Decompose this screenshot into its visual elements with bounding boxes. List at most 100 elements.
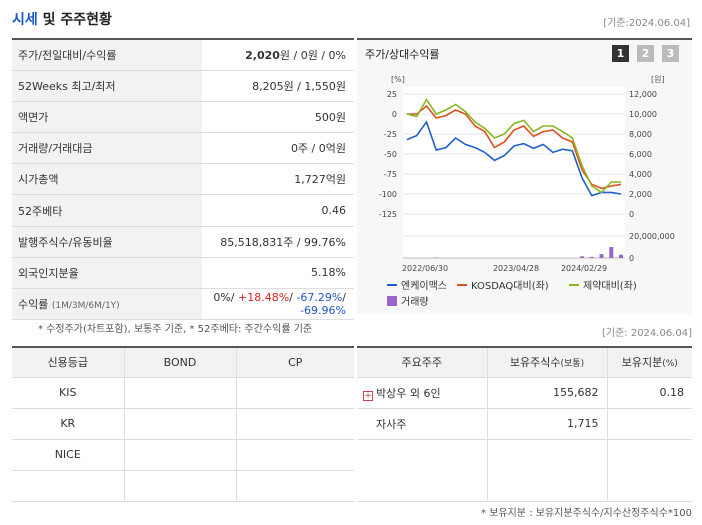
holder-name: 자사주 (357, 408, 488, 440)
plot-area (403, 86, 625, 258)
title-primary: 시세 (12, 12, 38, 28)
table-header-row: 주요주주 보유주식수(보통) 보유지분(%) (357, 347, 692, 378)
table-row (357, 439, 692, 502)
right-tick-label: 8,000 (629, 130, 652, 139)
cp-rating (236, 470, 354, 502)
legend-label: KOSDAQ대비(좌) (471, 280, 549, 292)
right-tick-label: 12,000 (629, 90, 657, 99)
right-tick-label: 6,000 (629, 150, 652, 159)
shares-header: 보유주식수 (509, 356, 561, 370)
volume-tick-label: 20,000,000 (629, 232, 675, 241)
right-axis-unit: [원] (651, 75, 665, 84)
cp-rating (236, 439, 354, 471)
return-6m: -67.29% (296, 291, 343, 305)
wk52-label: 52Weeks 최고/최저 (12, 70, 202, 102)
holder-name-cell: + 박상우 외 6인 (357, 377, 488, 409)
pct-unit: (%) (662, 359, 678, 370)
legend-label: 엔케이맥스 (401, 280, 447, 292)
cp-rating (236, 377, 354, 409)
market-info-table: 주가/전일대비/수익률 2,020원 / 0원 / 0% 52Weeks 최고/… (12, 38, 354, 321)
table-row: 액면가 500원 (12, 101, 354, 134)
chart-page-1-button[interactable]: 1 (612, 45, 629, 62)
price-value: 2,020원 / 0원 / 0% (202, 39, 354, 71)
beta-label: 52주베타 (12, 194, 202, 227)
current-price: 2,020 (245, 48, 280, 62)
holders-footnote: * 보유지분 : 보유지분주식수/지수산정주식수*100 (481, 508, 692, 519)
volume-label: 거래량/거래대금 (12, 132, 202, 165)
return-label: 수익률 (1M/3M/6M/1Y) (12, 288, 202, 321)
credit-rating-table: 신용등급 BOND CP KIS KR NICE (12, 346, 354, 502)
column-header: BOND (124, 347, 237, 378)
holder-name (357, 439, 488, 502)
table-row: 발행주식수/유동비율 85,518,831주 / 99.76% (12, 226, 354, 258)
right-tick-label: 0 (629, 210, 634, 219)
holder-name: 박상우 외 6인 (376, 386, 441, 400)
series-line (407, 104, 622, 190)
par-label: 액면가 (12, 101, 202, 134)
beta-value: 0.46 (202, 194, 354, 227)
holders-reference-date: [기준: 2024.06.04] (601, 328, 692, 339)
column-header: 보유지분(%) (607, 347, 692, 378)
rating-agency: NICE (12, 439, 125, 471)
series-line (406, 98, 621, 194)
table-row: 자사주 1,715 (357, 408, 692, 440)
volume-bar (589, 256, 594, 258)
return-1m: 0% (213, 291, 231, 305)
pct-header: 보유지분 (621, 356, 663, 370)
volume-bar (580, 256, 585, 258)
bond-rating (124, 377, 237, 409)
shares-unit: (보통) (560, 359, 585, 370)
section-header: 시세 및 주주현황 [기준:2024.06.04] (12, 8, 692, 30)
foreign-value: 5.18% (202, 257, 354, 290)
expand-plus-icon[interactable]: + (363, 390, 373, 401)
rating-agency (12, 470, 125, 502)
bond-rating (124, 439, 237, 471)
right-tick-label: 4,000 (629, 170, 652, 179)
legend-label: 거래량 (401, 296, 429, 308)
column-header: 보유주식수(보통) (487, 347, 608, 378)
series-line (406, 120, 622, 197)
return-period: (1M/3M/6M/1Y) (51, 301, 120, 312)
legend-label: 제약대비(좌) (583, 280, 637, 292)
chart-page-2-button[interactable]: 2 (637, 45, 654, 62)
holder-pct (607, 439, 692, 502)
table-row: 52주베타 0.46 (12, 194, 354, 227)
rating-agency: KIS (12, 377, 125, 409)
volume-bar (619, 254, 623, 258)
holder-shares: 1,715 (487, 408, 608, 440)
table-row: 52Weeks 최고/최저 8,205원 / 1,550원 (12, 70, 354, 102)
separator: / (230, 291, 238, 305)
column-header: 주요주주 (357, 347, 488, 378)
bond-rating (124, 470, 237, 502)
column-header: 신용등급 (12, 347, 125, 378)
chart-title: 주가/상대수익률 (365, 48, 440, 61)
rating-agency: KR (12, 408, 125, 440)
left-tick-label: -50 (384, 150, 397, 159)
table-row: 거래량/거래대금 0주 / 0억원 (12, 132, 354, 165)
par-value: 500원 (202, 101, 354, 134)
volume-value: 0주 / 0억원 (202, 132, 354, 165)
table-row: KR (12, 408, 354, 440)
x-tick-label: 2022/06/30 (402, 264, 448, 273)
bond-rating (124, 408, 237, 440)
foreign-label: 외국인지분율 (12, 257, 202, 290)
holder-shares: 155,682 (487, 377, 608, 409)
price-chart-panel: 주가/상대수익률 1 2 3 [%] [원] 25 0 -25 -50 -75 -100 -12… (357, 38, 692, 314)
price-chart: [%] [원] 25 0 -25 -50 -75 -100 -125 12,000 10,000 8,… (379, 75, 675, 308)
table-row: KIS (12, 377, 354, 409)
chart-page-3-button[interactable]: 3 (662, 45, 679, 62)
left-tick-label: 25 (387, 90, 397, 99)
separator: / (342, 291, 346, 305)
price-footnote: * 수정주가(차트포함), 보통주 기준, * 52주베타: 주간수익률 기준 (38, 324, 313, 335)
market-cap-value: 1,727억원 (202, 163, 354, 196)
x-tick-label: 2023/04/28 (493, 264, 539, 273)
left-tick-label: -75 (384, 170, 397, 179)
volume-tick-label: 0 (629, 254, 634, 263)
left-tick-label: -25 (384, 130, 397, 139)
major-shareholders-table: 주요주주 보유주식수(보통) 보유지분(%) + 박상우 외 6인 155,682… (357, 346, 692, 502)
market-cap-label: 시가총액 (12, 163, 202, 196)
wk52-value: 8,205원 / 1,550원 (202, 70, 354, 102)
table-row: + 박상우 외 6인 155,682 0.18 (357, 377, 692, 409)
return-3m: +18.48% (237, 291, 290, 305)
left-tick-label: 0 (392, 110, 397, 119)
